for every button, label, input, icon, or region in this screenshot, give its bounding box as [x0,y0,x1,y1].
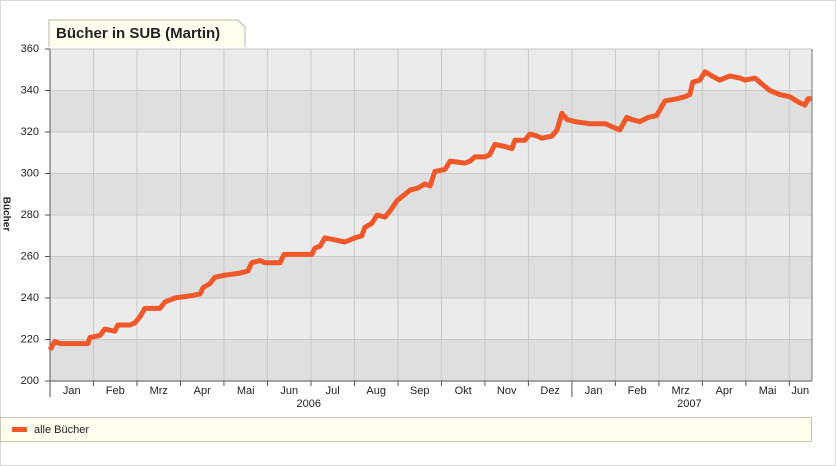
y-tick-label: 320 [21,126,39,138]
y-tick-label: 240 [21,292,39,304]
x-tick-label: Jan [585,385,603,397]
title-tab [48,19,246,47]
legend-label: alle Bücher [34,424,89,436]
data-line [47,69,812,352]
x-tick-label: Feb [628,385,647,397]
y-axis-label: Bücher [0,197,11,232]
x-tick-label: Apr [194,385,211,397]
x-tick-label: Jun [791,385,809,397]
x-tick-label: Jul [326,385,340,397]
y-tick-label: 300 [21,167,39,179]
x-tick-label: Feb [106,385,125,397]
year-label: 2007 [677,398,701,410]
y-tick-label: 200 [21,375,39,387]
grid-band [50,256,812,298]
y-tick-label: 260 [21,250,39,262]
year-label: 2006 [297,398,321,410]
grid-band [50,339,812,381]
x-tick-label: Dez [540,385,560,397]
grid-band [50,90,812,132]
x-tick-label: Mrz [150,385,168,397]
x-tick-label: Apr [716,385,733,397]
x-tick-label: Nov [497,385,517,397]
x-tick-label: Mai [759,385,777,397]
chart-title: Bücher in SUB (Martin) [56,25,220,42]
y-tick-label: 340 [21,84,39,96]
legend [0,417,812,442]
y-tick-label: 360 [21,43,39,55]
y-tick-label: 220 [21,333,39,345]
x-tick-label: Sep [410,385,430,397]
x-tick-label: Jan [63,385,81,397]
x-tick-label: Aug [366,385,386,397]
x-tick-label: Mrz [671,385,689,397]
plot-area [45,48,813,397]
x-tick-label: Mai [237,385,255,397]
y-tick-label: 280 [21,209,39,221]
x-tick-label: Jun [280,385,298,397]
x-tick-label: Okt [455,385,472,397]
